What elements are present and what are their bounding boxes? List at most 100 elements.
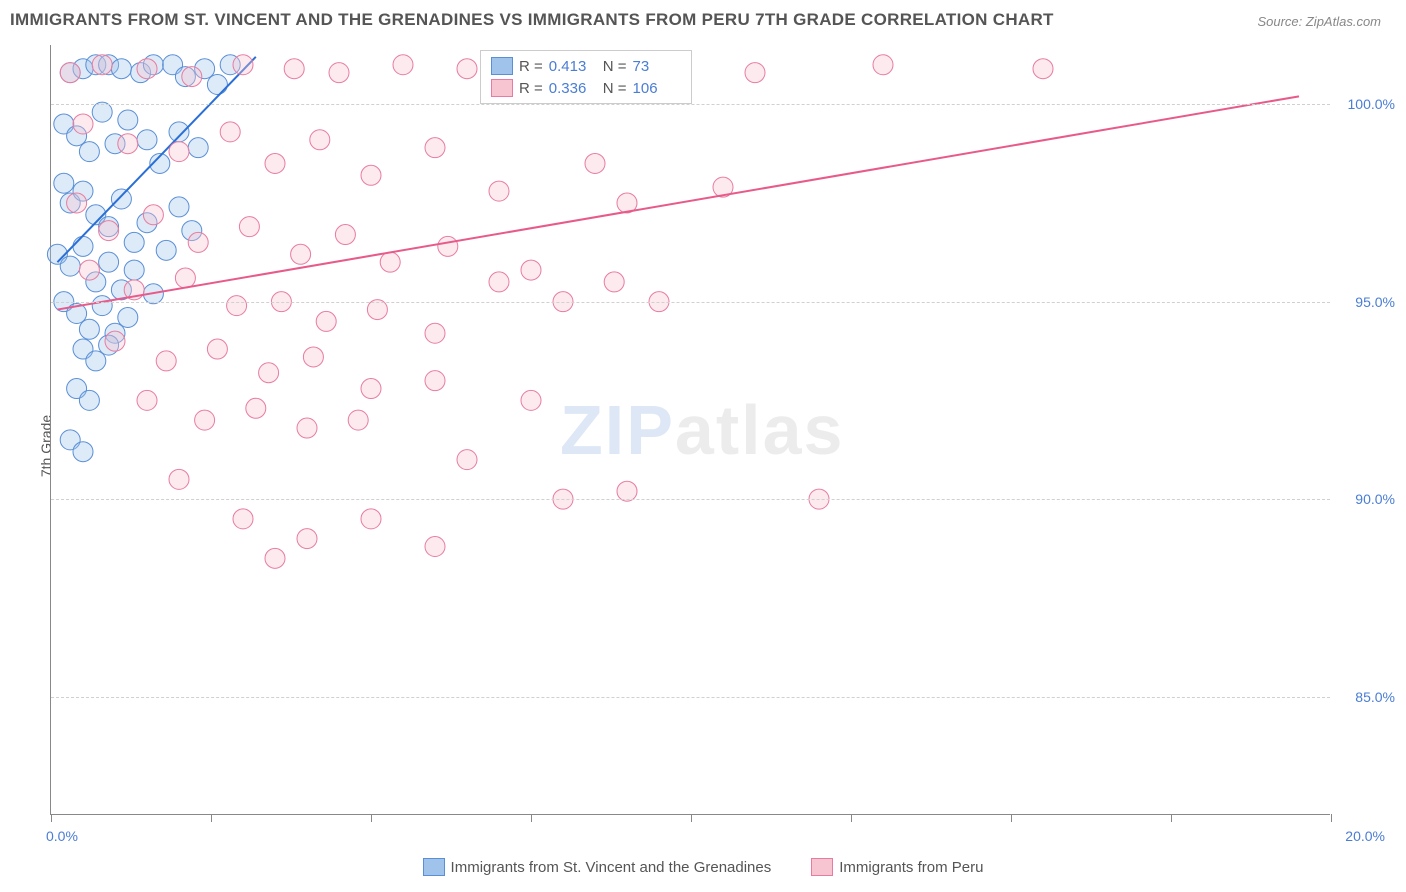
- source-label: Source: ZipAtlas.com: [1257, 14, 1381, 29]
- scatter-point: [291, 244, 311, 264]
- scatter-point: [335, 225, 355, 245]
- scatter-point: [99, 252, 119, 272]
- legend-item: Immigrants from Peru: [811, 858, 983, 876]
- scatter-point: [79, 390, 99, 410]
- x-tick: [851, 814, 852, 822]
- x-tick: [371, 814, 372, 822]
- scatter-point: [124, 232, 144, 252]
- scatter-point: [175, 268, 195, 288]
- scatter-point: [380, 252, 400, 272]
- scatter-point: [169, 469, 189, 489]
- legend-label: Immigrants from Peru: [839, 859, 983, 876]
- r-value: 0.413: [549, 58, 597, 75]
- scatter-point: [60, 63, 80, 83]
- scatter-point: [521, 390, 541, 410]
- scatter-point: [137, 130, 157, 150]
- scatter-point: [86, 351, 106, 371]
- scatter-point: [54, 173, 74, 193]
- x-tick-label: 20.0%: [1345, 828, 1385, 844]
- x-tick-label: 0.0%: [46, 828, 78, 844]
- x-tick: [531, 814, 532, 822]
- y-tick-label: 90.0%: [1355, 491, 1395, 507]
- scatter-point: [457, 59, 477, 79]
- scatter-point: [137, 390, 157, 410]
- scatter-point: [73, 442, 93, 462]
- x-tick: [211, 814, 212, 822]
- scatter-point: [73, 236, 93, 256]
- legend-row: R =0.336N =106: [491, 77, 681, 99]
- scatter-point: [361, 509, 381, 529]
- scatter-point: [457, 450, 477, 470]
- scatter-point: [873, 55, 893, 75]
- scatter-point: [521, 260, 541, 280]
- gridline: [51, 302, 1330, 303]
- gridline: [51, 104, 1330, 105]
- r-label: R =: [519, 80, 543, 97]
- y-tick-label: 85.0%: [1355, 689, 1395, 705]
- legend-swatch: [491, 57, 513, 75]
- scatter-point: [284, 59, 304, 79]
- x-tick: [691, 814, 692, 822]
- r-value: 0.336: [549, 80, 597, 97]
- scatter-point: [182, 67, 202, 87]
- scatter-point: [297, 529, 317, 549]
- legend-swatch: [811, 858, 833, 876]
- scatter-point: [259, 363, 279, 383]
- scatter-point: [79, 142, 99, 162]
- scatter-point: [207, 339, 227, 359]
- chart-title: IMMIGRANTS FROM ST. VINCENT AND THE GREN…: [10, 10, 1054, 30]
- scatter-point: [233, 509, 253, 529]
- scatter-point: [361, 165, 381, 185]
- scatter-point: [156, 240, 176, 260]
- scatter-point: [188, 232, 208, 252]
- scatter-point: [143, 205, 163, 225]
- scatter-point: [207, 74, 227, 94]
- x-tick: [1171, 814, 1172, 822]
- scatter-point: [316, 311, 336, 331]
- scatter-point: [425, 536, 445, 556]
- scatter-point: [169, 197, 189, 217]
- scatter-point: [124, 260, 144, 280]
- trend-line: [57, 96, 1299, 309]
- scatter-point: [60, 256, 80, 276]
- scatter-point: [156, 351, 176, 371]
- n-value: 106: [633, 80, 681, 97]
- scatter-point: [585, 153, 605, 173]
- legend-swatch: [423, 858, 445, 876]
- gridline: [51, 697, 1330, 698]
- scatter-point: [195, 410, 215, 430]
- scatter-point: [310, 130, 330, 150]
- scatter-point: [73, 114, 93, 134]
- legend-row: R =0.413N =73: [491, 55, 681, 77]
- scatter-point: [233, 55, 253, 75]
- scatter-point: [246, 398, 266, 418]
- scatter-point: [1033, 59, 1053, 79]
- legend-item: Immigrants from St. Vincent and the Gren…: [423, 858, 772, 876]
- scatter-point: [79, 260, 99, 280]
- scatter-point: [188, 138, 208, 158]
- x-tick: [1011, 814, 1012, 822]
- scatter-point: [297, 418, 317, 438]
- scatter-point: [118, 307, 138, 327]
- y-tick-label: 100.0%: [1348, 96, 1395, 112]
- scatter-point: [425, 138, 445, 158]
- n-value: 73: [633, 58, 681, 75]
- scatter-point: [169, 142, 189, 162]
- legend-correlation: R =0.413N =73R =0.336N =106: [480, 50, 692, 104]
- scatter-point: [111, 189, 131, 209]
- chart-container: IMMIGRANTS FROM ST. VINCENT AND THE GREN…: [0, 0, 1406, 892]
- scatter-point: [265, 548, 285, 568]
- scatter-point: [348, 410, 368, 430]
- scatter-point: [438, 236, 458, 256]
- scatter-point: [393, 55, 413, 75]
- scatter-point: [239, 217, 259, 237]
- scatter-point: [227, 296, 247, 316]
- scatter-point: [489, 272, 509, 292]
- n-label: N =: [603, 58, 627, 75]
- legend-series: Immigrants from St. Vincent and the Gren…: [0, 858, 1406, 880]
- scatter-point: [329, 63, 349, 83]
- scatter-point: [105, 331, 125, 351]
- scatter-point: [425, 371, 445, 391]
- scatter-point: [99, 221, 119, 241]
- scatter-point: [118, 134, 138, 154]
